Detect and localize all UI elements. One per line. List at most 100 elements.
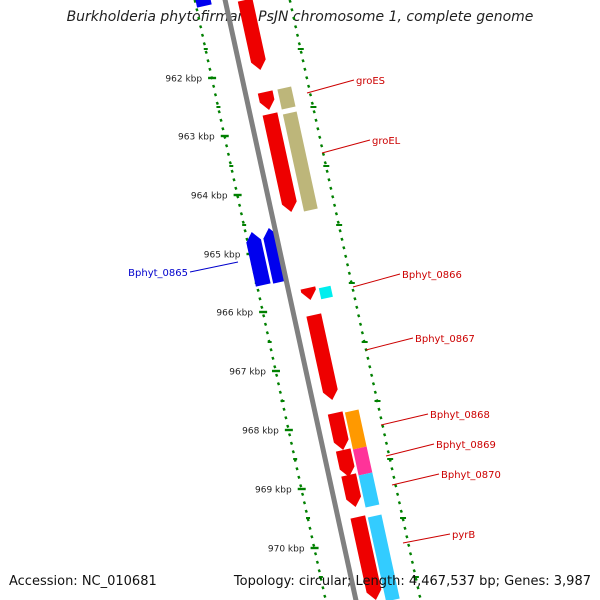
gene-pyrB: [350, 515, 382, 600]
feature-groES: [277, 86, 296, 110]
gene-Bphyt_0866: [300, 286, 316, 300]
genome-backbone: [222, 0, 359, 600]
right-tick-ring-dot: [410, 560, 415, 565]
right-tick-ring-dot: [360, 331, 364, 335]
left-tick-ring-dot: [212, 84, 216, 89]
left-tick-ring-dot: [234, 186, 238, 191]
right-tick-ring-dot: [416, 586, 420, 590]
left-tick-ring-dot: [260, 305, 264, 310]
left-tick-ring-dot: [263, 322, 268, 327]
right-tick-ring-dot: [288, 0, 292, 4]
feature-Bphyt_0870: [358, 472, 380, 508]
left-tick-ring-dot: [308, 526, 312, 531]
left-tick-ring-dot: [295, 467, 299, 471]
left-tick-ring-dot: [224, 144, 229, 148]
left-tick-ring-dot: [204, 50, 208, 55]
right-tick-ring-dot: [357, 314, 361, 318]
gene-label: Bphyt_0868: [430, 410, 490, 421]
right-tick-ring-dot: [314, 118, 318, 123]
right-tick-ring-dot: [329, 186, 333, 191]
right-tick-ring-dot: [305, 76, 309, 80]
right-tick-ring-dot: [368, 365, 372, 369]
gene-label-leader: [306, 79, 355, 94]
left-tick-ring-dot: [208, 67, 212, 72]
left-tick-ring-dot: [284, 416, 288, 420]
left-tick-ring-dot: [315, 560, 320, 565]
left-tick-ring-dot: [319, 577, 323, 582]
right-tick-ring-dot: [382, 433, 387, 437]
kbp-label: 970 kbp: [268, 545, 305, 555]
kbp-label: 962 kbp: [165, 75, 202, 85]
left-tick-ring-dot: [300, 492, 305, 497]
right-tick-ring-dot: [344, 254, 348, 259]
topology-text: Topology: circular; Length: 4,467,537 bp…: [233, 574, 591, 589]
left-tick-ring-dot: [219, 118, 223, 123]
right-tick-ring-dot: [392, 475, 396, 480]
gene-label: Bphyt_0865: [128, 268, 188, 279]
kbp-label: 969 kbp: [255, 486, 292, 496]
right-tick-ring-dot: [397, 501, 402, 505]
right-tick-ring-dot: [373, 390, 377, 395]
right-tick-ring-dot: [351, 288, 355, 293]
left-tick-ring-dot: [239, 212, 244, 216]
left-tick-ring-dot: [317, 569, 321, 573]
right-tick-ring-dot: [403, 526, 407, 531]
gene-label-leader: [402, 533, 451, 544]
right-tick-ring-dot: [418, 594, 422, 599]
left-tick-ring-dot: [271, 356, 275, 361]
left-tick-ring-dot: [289, 441, 294, 446]
left-tick-ring-dot: [273, 365, 277, 369]
gene-Bphyt_0870: [341, 473, 361, 507]
gene-label: Bphyt_0870: [441, 470, 501, 481]
left-tick-ring-dot: [304, 509, 308, 514]
gene-label: Bphyt_0866: [402, 270, 462, 281]
left-tick-ring-dot: [213, 93, 218, 97]
left-tick-ring-dot: [265, 331, 269, 335]
left-tick-ring-dot: [193, 0, 197, 4]
right-tick-ring-dot: [370, 373, 374, 378]
left-tick-ring-dot: [226, 152, 231, 157]
left-tick-ring-dot: [262, 314, 266, 318]
gene-upstream: [237, 0, 266, 70]
feature-pyrB: [367, 514, 400, 600]
kbp-label: 966 kbp: [216, 309, 253, 319]
left-tick-ring-dot: [243, 229, 247, 233]
left-tick-ring-dot: [291, 450, 295, 454]
right-tick-ring-dot: [353, 297, 357, 301]
left-tick-ring-dot: [221, 127, 225, 131]
right-tick-ring-dot: [345, 263, 350, 267]
right-tick-ring-dot: [303, 67, 307, 72]
gene-label-leader: [380, 413, 429, 426]
feature-Bphyt_0866: [318, 285, 333, 300]
left-tick-ring-dot: [269, 348, 273, 352]
tick-ring: [193, 0, 422, 599]
gene-Bphyt_0869: [335, 448, 355, 477]
right-tick-ring-dot: [342, 246, 346, 250]
right-tick-ring-dot: [294, 25, 298, 29]
gene-label: pyrB: [452, 530, 475, 541]
gene-label: Bphyt_0869: [436, 440, 496, 451]
right-tick-ring-dot: [377, 407, 381, 412]
gene-label-leader: [321, 139, 371, 154]
right-tick-ring-dot: [340, 237, 344, 242]
right-tick-ring-dot: [371, 382, 376, 386]
kbp-label: 964 kbp: [191, 192, 228, 202]
left-tick-ring-dot: [313, 552, 318, 556]
gene-label-leader: [391, 473, 440, 486]
right-tick-ring-dot: [358, 322, 363, 327]
left-tick-ring-dot: [241, 220, 245, 225]
right-tick-ring-dot: [318, 135, 322, 140]
kbp-label: 968 kbp: [242, 427, 279, 437]
right-tick-ring-dot: [312, 110, 316, 114]
left-tick-ring-dot: [217, 110, 221, 114]
right-tick-ring-dot: [301, 59, 305, 63]
right-tick-ring-dot: [332, 203, 337, 208]
gene-label: groEL: [372, 136, 401, 147]
right-tick-ring-dot: [399, 509, 403, 514]
left-tick-ring-dot: [197, 16, 201, 21]
gene-label: Bphyt_0867: [415, 334, 475, 345]
right-tick-ring-dot: [331, 195, 335, 199]
left-tick-ring-dot: [321, 586, 325, 590]
right-tick-ring-dot: [405, 535, 409, 539]
gene-label-leader: [352, 273, 401, 288]
